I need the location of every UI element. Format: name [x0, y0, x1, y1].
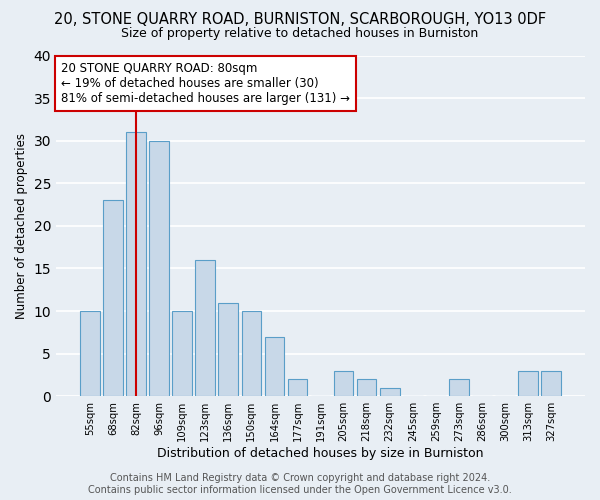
Text: 20, STONE QUARRY ROAD, BURNISTON, SCARBOROUGH, YO13 0DF: 20, STONE QUARRY ROAD, BURNISTON, SCARBO…: [54, 12, 546, 28]
Bar: [334, 370, 353, 396]
Bar: [287, 379, 307, 396]
Bar: [149, 140, 169, 396]
X-axis label: Distribution of detached houses by size in Burniston: Distribution of detached houses by size …: [157, 447, 484, 460]
Bar: [380, 388, 400, 396]
Bar: [518, 370, 538, 396]
Text: Contains HM Land Registry data © Crown copyright and database right 2024.
Contai: Contains HM Land Registry data © Crown c…: [88, 474, 512, 495]
Bar: [357, 379, 376, 396]
Text: Size of property relative to detached houses in Burniston: Size of property relative to detached ho…: [121, 28, 479, 40]
Y-axis label: Number of detached properties: Number of detached properties: [15, 133, 28, 319]
Bar: [541, 370, 561, 396]
Text: 20 STONE QUARRY ROAD: 80sqm
← 19% of detached houses are smaller (30)
81% of sem: 20 STONE QUARRY ROAD: 80sqm ← 19% of det…: [61, 62, 350, 106]
Bar: [103, 200, 123, 396]
Bar: [196, 260, 215, 396]
Bar: [126, 132, 146, 396]
Bar: [242, 311, 261, 396]
Bar: [449, 379, 469, 396]
Bar: [218, 302, 238, 396]
Bar: [265, 336, 284, 396]
Bar: [172, 311, 192, 396]
Bar: [80, 311, 100, 396]
